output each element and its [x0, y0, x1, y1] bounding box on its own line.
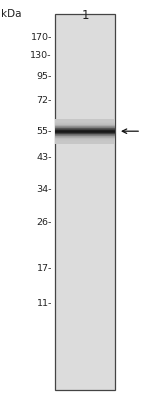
- Bar: [55, 120, 115, 122]
- Text: 34-: 34-: [36, 186, 52, 194]
- Bar: [55, 141, 115, 142]
- Bar: [55, 129, 115, 130]
- Bar: [55, 132, 115, 133]
- Bar: [55, 125, 115, 126]
- Text: 95-: 95-: [36, 72, 52, 81]
- Bar: [55, 134, 115, 135]
- Bar: [55, 137, 115, 138]
- Text: 26-: 26-: [36, 218, 52, 227]
- Bar: [55, 132, 115, 133]
- Bar: [55, 123, 115, 124]
- Bar: [55, 127, 115, 128]
- Bar: [55, 14, 115, 390]
- Text: 43-: 43-: [36, 153, 52, 162]
- Bar: [55, 126, 115, 127]
- Bar: [55, 142, 115, 143]
- Bar: [55, 143, 115, 144]
- Bar: [55, 124, 115, 125]
- Bar: [55, 138, 115, 139]
- Bar: [55, 119, 115, 120]
- Text: 1: 1: [81, 9, 89, 22]
- Bar: [55, 140, 115, 141]
- Bar: [55, 130, 115, 131]
- Bar: [55, 136, 115, 138]
- Text: 130-: 130-: [30, 51, 52, 60]
- Bar: [55, 135, 115, 136]
- Text: 72-: 72-: [36, 96, 52, 105]
- Bar: [55, 121, 115, 122]
- Bar: [55, 133, 115, 134]
- Text: 17-: 17-: [36, 264, 52, 273]
- Text: 11-: 11-: [36, 299, 52, 308]
- Bar: [55, 127, 115, 128]
- Bar: [55, 128, 115, 130]
- Bar: [55, 124, 115, 125]
- Bar: [55, 139, 115, 140]
- Bar: [55, 128, 115, 129]
- Bar: [55, 130, 115, 131]
- Bar: [55, 122, 115, 123]
- Bar: [55, 120, 115, 121]
- Bar: [55, 119, 115, 120]
- Bar: [55, 135, 115, 136]
- Bar: [55, 122, 115, 123]
- Bar: [55, 140, 115, 141]
- Text: 55-: 55-: [36, 127, 52, 136]
- Text: 170-: 170-: [31, 34, 52, 42]
- Bar: [55, 138, 115, 139]
- Text: kDa: kDa: [1, 9, 22, 19]
- Bar: [55, 136, 115, 137]
- Bar: [55, 131, 115, 132]
